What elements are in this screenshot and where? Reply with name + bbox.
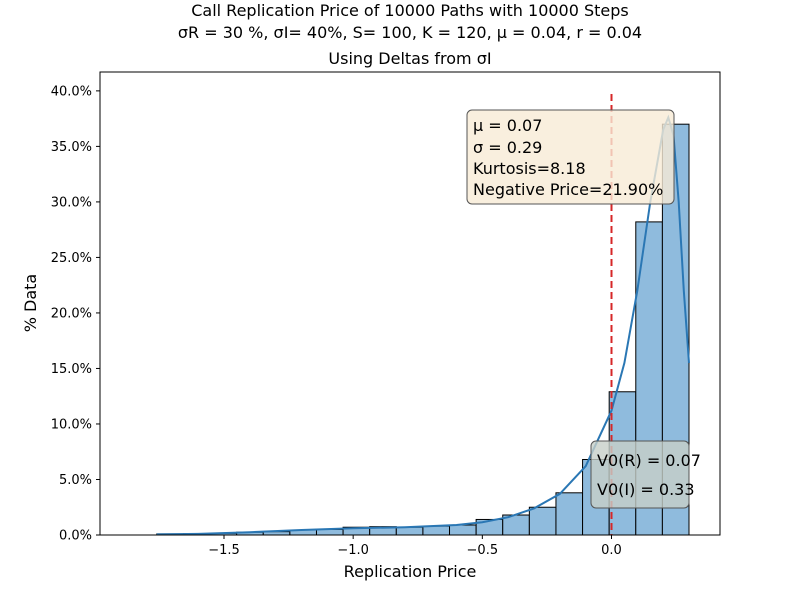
chart-title-line-1: Call Replication Price of 10000 Paths wi…: [191, 1, 629, 20]
y-tick-label: 40.0%: [51, 84, 92, 99]
plot-frame: [99, 71, 721, 536]
y-tick-label: 0.0%: [59, 529, 92, 544]
y-tick-label: 20.0%: [51, 306, 92, 321]
histogram-bar: [395, 526, 424, 536]
x-tick-label: 0.0: [601, 543, 622, 558]
value-box: V0(R) = 0.07 V0(I) = 0.33: [590, 440, 701, 509]
x-tick-label: −0.5: [467, 543, 499, 558]
value-v0-i: V0(I) = 0.33: [597, 480, 695, 499]
x-tick-label: −1.0: [337, 543, 369, 558]
y-tick-label: 10.0%: [51, 417, 92, 432]
y-tick-label: 25.0%: [51, 251, 92, 266]
chart-title-line-2: σR = 30 %, σI= 40%, S= 100, K = 120, μ =…: [178, 23, 642, 42]
y-axis-ticks: 0.0% 5.0% 10.0% 15.0% 20.0% 25.0% 30.0% 35.0% 40…: [51, 84, 100, 544]
y-tick-label: 5.0%: [59, 473, 92, 488]
stats-mean: μ = 0.07: [473, 116, 542, 135]
x-axis-ticks: −1.5 −1.0 −0.5 0.0: [208, 535, 622, 558]
stats-box: μ = 0.07 σ = 0.29 Kurtosis=8.18 Negative…: [466, 109, 675, 205]
x-tick-label: −1.5: [208, 543, 240, 558]
value-v0-r: V0(R) = 0.07: [597, 451, 701, 470]
histogram-bar: [555, 492, 584, 536]
x-axis-label: Replication Price: [344, 562, 477, 581]
y-tick-label: 35.0%: [51, 140, 92, 155]
stats-box-background: [466, 109, 675, 205]
y-tick-label: 30.0%: [51, 195, 92, 210]
histogram-bar: [528, 506, 557, 536]
stats-kurtosis: Kurtosis=8.18: [473, 159, 586, 178]
value-box-background: [590, 440, 690, 509]
chart-title-line-3: Using Deltas from σI: [328, 49, 491, 68]
stats-negative-price: Negative Price=21.90%: [473, 180, 663, 199]
histogram-bar: [422, 525, 451, 536]
stats-sigma: σ = 0.29: [473, 138, 542, 157]
histogram-bar: [449, 524, 477, 536]
y-tick-label: 15.0%: [51, 362, 92, 377]
y-axis-label: % Data: [21, 274, 40, 333]
